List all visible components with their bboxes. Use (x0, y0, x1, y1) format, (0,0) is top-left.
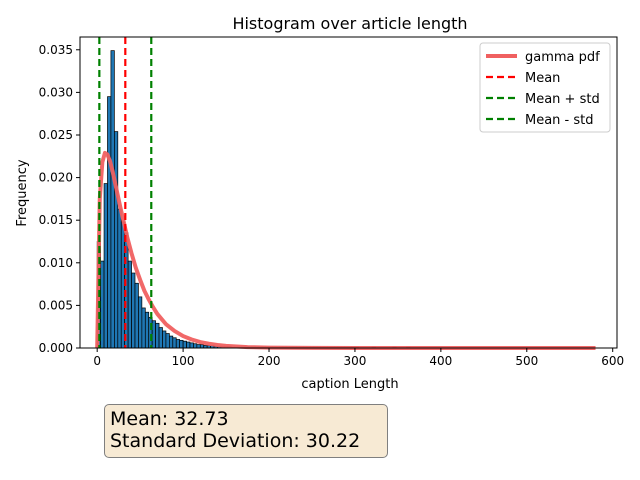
histogram-bar (165, 333, 170, 349)
histogram-bar (179, 339, 184, 349)
std-text: Standard Deviation: 30.22 (110, 430, 361, 452)
mean-text: Mean: 32.73 (110, 408, 229, 430)
histogram-bar (151, 320, 156, 349)
legend-label: Mean (525, 71, 560, 86)
x-tick-label: 200 (258, 354, 281, 368)
histogram-bar (127, 260, 132, 349)
y-tick-label: 0.005 (39, 298, 73, 312)
x-axis-label: caption Length (301, 377, 398, 392)
legend-label: gamma pdf (525, 50, 600, 65)
x-tick-label: 300 (343, 354, 366, 368)
histogram-bar (175, 339, 181, 349)
histogram-bar (141, 307, 146, 349)
histogram-bar (131, 272, 136, 349)
y-tick-label: 0.010 (39, 256, 73, 270)
histogram-bar (120, 221, 126, 349)
x-tick-label: 400 (429, 354, 452, 368)
histogram-bar (148, 316, 153, 349)
y-tick-label: 0.030 (39, 85, 73, 99)
x-tick-label: 0 (93, 354, 101, 368)
histogram-bar (114, 131, 119, 349)
histogram-bar (158, 327, 163, 349)
y-tick-label: 0.020 (39, 171, 73, 185)
y-tick-label: 0.015 (39, 213, 73, 227)
histogram-bar (138, 296, 143, 349)
legend-label: Mean + std (525, 92, 600, 107)
x-tick-label: 600 (601, 354, 624, 368)
histogram-bar (117, 208, 122, 349)
histogram-bar (189, 342, 194, 349)
y-tick-label: 0.035 (39, 43, 73, 57)
histogram-bar (199, 344, 205, 349)
y-tick-label: 0.025 (39, 128, 73, 142)
histogram-bar (155, 322, 160, 349)
histogram-bar (182, 340, 187, 349)
histogram-bar (100, 260, 105, 349)
chart-axes: 0 100 200 300 400 500 600 0.000 0.005 0.010 0.015 0… (39, 36, 624, 368)
histogram-bar (193, 343, 198, 349)
histogram-bar (144, 311, 150, 349)
histogram-bar (186, 341, 191, 349)
plot-frame (79, 36, 618, 349)
legend-label: Mean - std (525, 113, 594, 128)
histogram-bar (103, 183, 108, 349)
stats-box: Mean: 32.73 Standard Deviation: 30.22 (104, 404, 388, 458)
y-tick-label: 0.000 (39, 341, 73, 355)
y-axis-label: Frequency (15, 159, 30, 226)
x-tick-label: 100 (172, 354, 195, 368)
x-tick-label: 500 (515, 354, 538, 368)
histogram-bar (110, 50, 115, 349)
histogram-bar (134, 282, 139, 349)
histogram-bar (169, 335, 174, 349)
histogram-bar (172, 337, 177, 349)
histogram-bar (107, 96, 112, 349)
histogram-bar (162, 330, 167, 349)
legend-box (479, 42, 611, 133)
chart-legend: gamma pdf Mean Mean + std Mean - std (479, 42, 611, 133)
chart-title: Histogram over article length (232, 14, 467, 33)
histogram-bar (196, 344, 201, 349)
